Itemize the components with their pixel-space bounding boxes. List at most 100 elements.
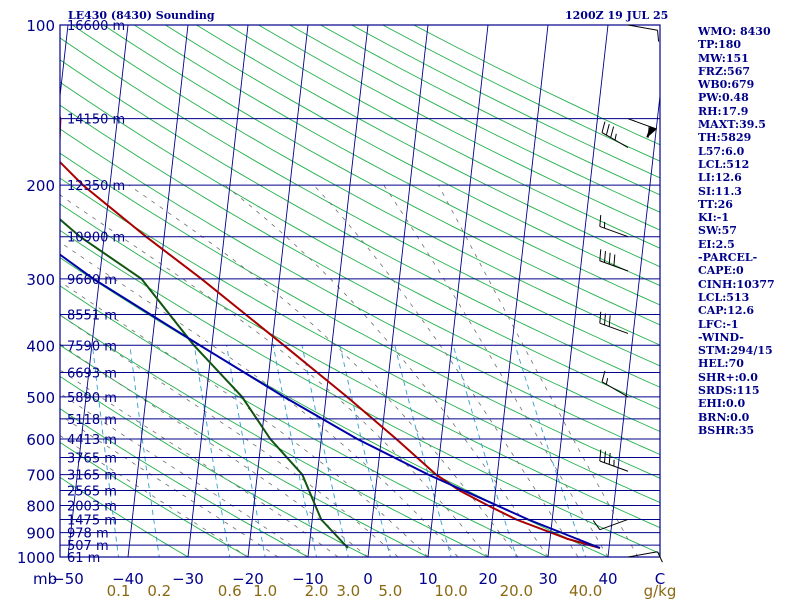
mixing-ratio-tick-label: 20.0 [500,582,533,600]
mixing-ratio-line [452,345,517,557]
isotherm-line [367,25,429,557]
mixing-ratio-tick-label: 3.0 [336,582,360,600]
dry-adiabat-line [60,59,660,388]
isotherm-line [607,91,660,557]
dry-adiabat-line [60,177,660,504]
pressure-tick-label: 1000 [17,549,55,567]
mixing-ratio-tick-label: 0.6 [218,582,242,600]
valid-time: 1200Z 19 JUL 25 [565,9,669,22]
wind-barb [599,249,629,272]
temperature-tick-label: −10 [292,570,324,588]
mixing-ratio-tick-label: 10.0 [434,582,467,600]
wind-barb [627,551,663,563]
height-label: 5890 m [67,391,117,406]
pressure-tick-label: 500 [26,389,55,407]
temperature-tick-label: −30 [172,570,204,588]
height-label: 507 m [67,539,109,554]
height-label: 7590 m [67,339,117,354]
stat-item: EI:2.5 [698,237,735,251]
stat-item: MAXT:39.5 [698,118,766,132]
height-label: 1475 m [67,513,117,528]
moist-adiabat-line [60,194,489,557]
wind-barb [592,518,629,531]
moist-adiabat-line [60,414,279,557]
dry-adiabat-line [60,441,249,557]
dry-adiabat-line [134,25,660,306]
wind-barb [599,215,629,238]
isotherm-line [547,25,609,557]
stat-item: CAP:12.6 [698,304,755,318]
stat-item: KI:-1 [698,211,729,225]
mixing-ratio-tick-label: g/kg [644,582,677,600]
isotherm-line [60,25,69,100]
height-label: 14150 m [67,113,125,128]
mixing-ratio-line [514,345,587,557]
pressure-unit-label: mb [33,570,57,588]
stat-item: BSHR:35 [698,423,755,437]
dry-adiabat-line [60,375,369,557]
wind-barb [627,118,658,138]
dry-adiabat-line [60,257,610,557]
height-label: 16600 m [67,19,125,34]
stat-item: HEL:70 [698,357,744,371]
stat-item: LCL:512 [698,157,750,171]
stat-item: -PARCEL- [698,251,758,265]
wind-barb [627,24,660,42]
dry-adiabat-line [60,128,660,456]
moist-adiabat-line [60,435,249,557]
height-label: 5118 m [67,413,117,428]
stat-item: MW:151 [698,51,749,65]
dry-adiabat-line [103,25,660,326]
stat-item: TT:26 [698,197,733,211]
temperature-tick-label: C [655,570,665,588]
temperature-tick-label: −50 [52,570,84,588]
dry-adiabat-line [60,203,660,529]
temperature-tick-label: 0 [363,570,373,588]
pressure-tick-label: 300 [26,271,55,289]
wind-barb [599,449,629,472]
moist-adiabat-line [60,281,429,557]
dry-adiabat-line [60,81,660,410]
isotherm-line [247,25,309,557]
height-label: 3765 m [67,451,117,466]
dry-adiabat-line [60,285,550,557]
stat-item: LCL:513 [698,290,750,304]
isotherm-line [307,25,369,557]
isotherm-line [187,25,249,557]
moist-adiabat-line [383,184,609,557]
stat-item: PW:0.48 [698,91,749,105]
dry-adiabat-line [227,25,660,249]
mixing-ratio-tick-label: 1.0 [253,582,277,600]
stat-item: RH:17.9 [698,104,749,118]
height-label: 2003 m [67,499,117,514]
dry-adiabat-line [196,25,660,268]
stat-item: FRZ:567 [698,64,751,78]
wind-barb [601,370,629,398]
pressure-tick-label: 400 [26,337,55,355]
dry-adiabat-line [60,314,490,557]
stat-item: -WIND- [698,330,744,344]
temperature-tick-label: −40 [112,570,144,588]
dry-adiabat-line [60,476,189,557]
pressure-tick-label: 100 [26,17,55,35]
moist-adiabat-line [128,184,519,557]
pressure-tick-label: 900 [26,525,55,543]
height-label: 10900 m [67,231,125,246]
wind-barb [599,311,629,334]
height-label: 8551 m [67,308,117,323]
stat-item: SW:57 [698,224,737,238]
height-label: 6693 m [67,367,117,382]
pressure-tick-label: 200 [26,177,55,195]
height-label: 12350 m [67,179,125,194]
isotherm-line [67,25,129,557]
stat-item: EHI:0.0 [698,397,746,411]
isotherm-line [0,25,8,568]
mixing-ratio-tick-label: 5.0 [378,582,402,600]
temperature-tick-label: −20 [232,570,264,588]
stat-item: LFC:-1 [698,317,739,331]
stat-item: SI:11.3 [698,184,742,198]
stability-index-list: WMO: 8430 TP:180 MW:151 FRZ:567 WB0:679 PW:0.… [698,25,798,437]
isotherm-line [127,25,189,557]
moist-adiabat-line [313,184,579,557]
